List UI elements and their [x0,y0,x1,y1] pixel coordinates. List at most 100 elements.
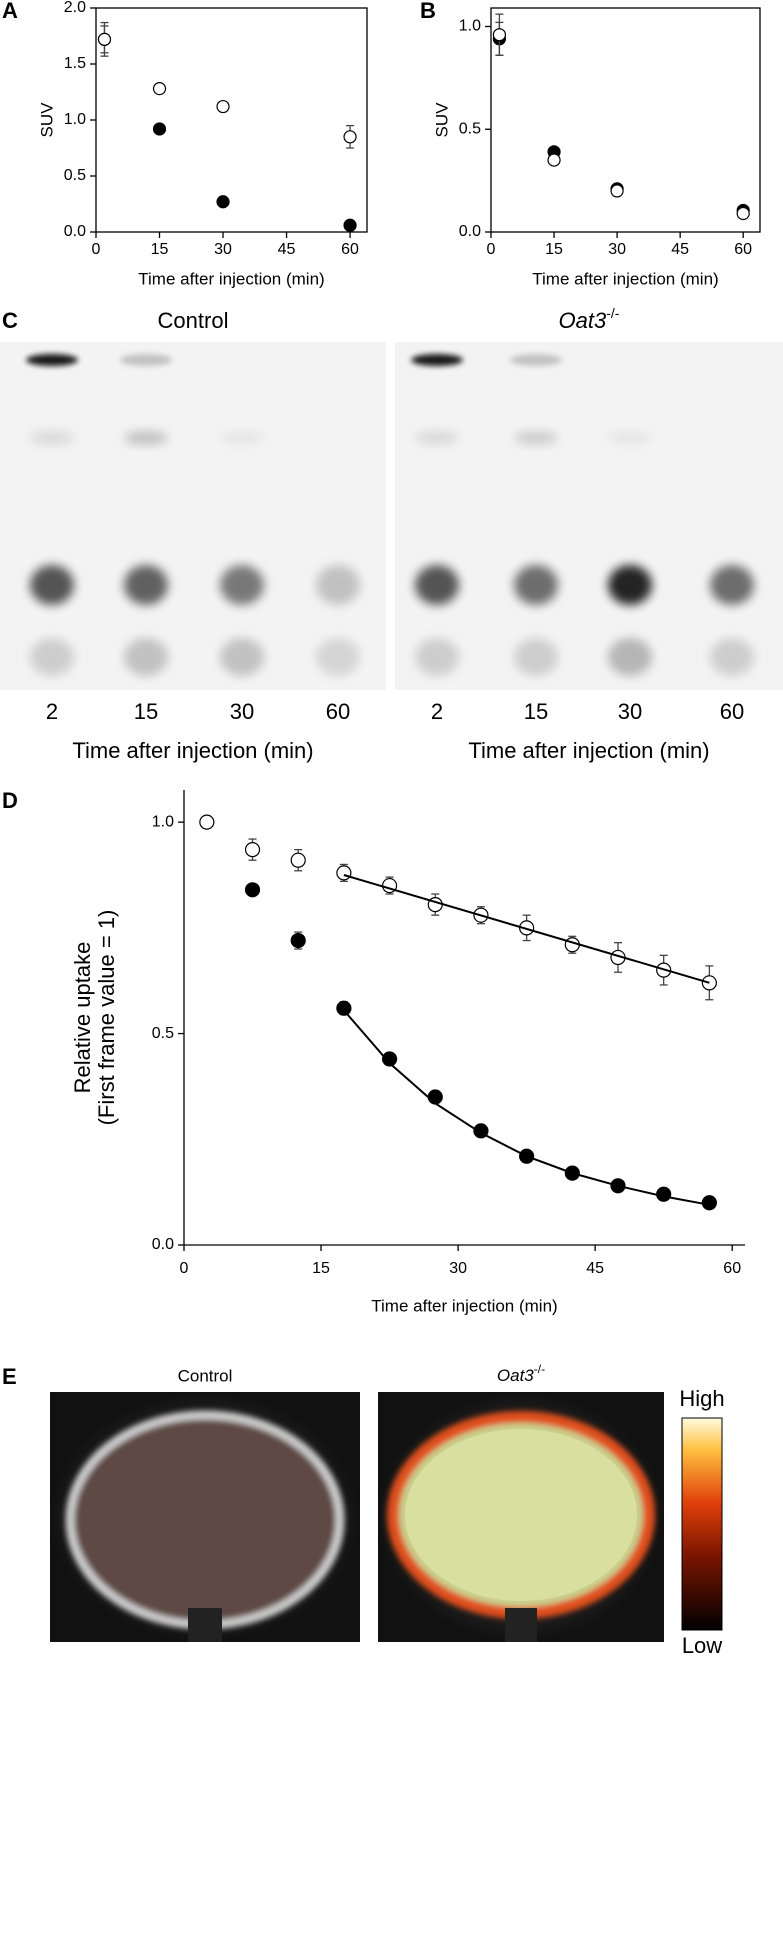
x-tick-label: 30 [214,241,232,258]
plot-frame [95,7,368,233]
tlc-spot [220,431,264,445]
y-axis-label: (First frame value = 1) [94,910,119,1126]
x-tick-label: 60 [341,241,359,258]
data-point [701,1195,717,1211]
pet-image [378,1392,664,1642]
data-point [343,218,357,232]
tlc-spot [220,565,264,605]
x-axis-label: Time after injection (min) [532,269,718,288]
x-axis-label: Time after injection (min) [138,269,324,288]
group-label: Oat3-/- [559,305,620,333]
tlc-spot [510,354,562,366]
tlc-spot [124,638,168,676]
data-point [244,882,261,898]
tlc-images [0,342,783,690]
lane-label: 30 [618,699,642,724]
tlc-spot [124,431,168,445]
panel-label: D [2,788,18,813]
y-tick-label: 0.0 [152,1236,174,1253]
tlc-spot [124,565,168,605]
y-tick-label: 0.5 [459,120,481,137]
data-point [199,814,215,830]
data-point [336,865,352,881]
tlc-spot [608,431,652,445]
lane-label: 60 [326,699,350,724]
y-tick-label: 1.0 [64,111,86,128]
data-point [381,1051,398,1067]
tlc-spot [514,431,558,445]
tlc-spot [26,354,78,366]
x-axis-label: Time after injection (min) [468,738,709,763]
tlc-spot [608,565,652,605]
tlc-spot [710,638,754,676]
data-point [216,195,230,209]
data-point [427,1089,443,1105]
tlc-spot [710,565,754,605]
tlc-spot [30,431,74,445]
tlc-spot [415,565,459,605]
x-tick-label: 0 [487,241,496,258]
lane-label: 15 [134,699,158,724]
group-label-text: Oat3 [559,308,607,333]
group-label: Control [178,1366,233,1385]
data-point [152,122,167,136]
pet-image [50,1392,360,1642]
panel-label: E [2,1364,17,1389]
y-tick-label: 0.0 [64,223,86,240]
data-point [336,1000,352,1016]
colorbar-label: High [679,1386,724,1411]
x-tick-label: 15 [151,241,169,258]
x-tick-label: 45 [586,1260,604,1277]
panel-label: A [2,0,18,23]
tlc-spot [411,354,463,366]
x-tick-label: 30 [449,1260,467,1277]
group-label-sup: -/- [534,1362,545,1376]
y-tick-label: 0.0 [459,223,481,240]
lane-label: 2 [431,699,443,724]
tlc-spot [514,638,558,676]
data-point [547,153,561,167]
y-tick-label: 1.0 [152,813,174,830]
data-point [290,852,306,868]
data-point [97,32,112,46]
lane-label: 60 [720,699,744,724]
group-label: Oat3-/- [497,1362,545,1385]
lane-label: 2 [46,699,58,724]
y-tick-label: 1.0 [459,18,481,35]
tlc-spot [120,354,172,366]
tlc-plate [0,342,386,690]
data-point [343,130,357,144]
tlc-plate [395,342,783,690]
data-point [244,842,261,858]
tlc-spot [415,638,459,676]
group-label: Control [158,308,229,333]
lane-label: 30 [230,699,254,724]
group-label-text: Oat3 [497,1366,534,1385]
y-tick-label: 0.5 [152,1025,174,1042]
y-axis-label: Relative uptake [70,942,95,1094]
colorbar-label: Low [682,1633,722,1658]
y-tick-label: 0.5 [64,167,86,184]
tlc-spot [316,638,360,676]
tlc-spot [514,565,558,605]
fit-line [343,1009,710,1206]
panel-label: B [420,0,436,23]
tlc-spot [30,638,74,676]
data-point [610,184,624,198]
x-tick-label: 45 [671,241,689,258]
x-tick-label: 60 [734,241,752,258]
data-point [736,206,750,221]
x-axis-label: Time after injection (min) [72,738,313,763]
x-tick-label: 0 [92,241,101,258]
y-tick-label: 2.0 [64,0,86,16]
tlc-spot [316,565,360,605]
y-axis-label: SUV [432,102,451,138]
x-tick-label: 15 [545,241,563,258]
x-tick-label: 45 [278,241,296,258]
fit-line [343,874,710,984]
data-point [152,82,167,96]
data-point [290,932,306,949]
x-tick-label: 60 [723,1260,741,1277]
data-point [216,99,230,114]
